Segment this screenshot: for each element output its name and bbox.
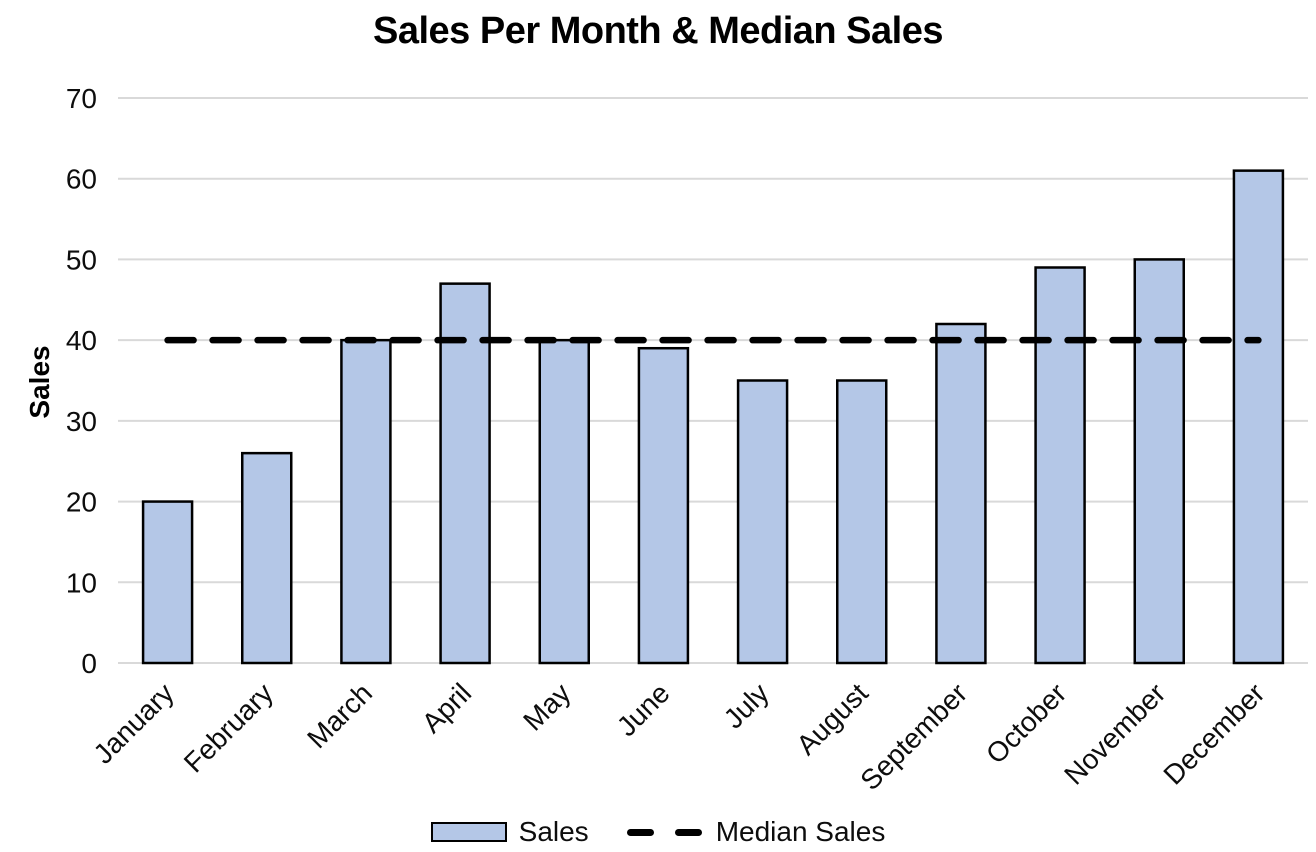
- legend-item-median-sales: Median Sales: [626, 816, 886, 848]
- x-tick-label-june: June: [611, 677, 676, 742]
- bar-december: [1232, 169, 1285, 665]
- median-dash: [674, 828, 702, 836]
- bar-july: [736, 379, 789, 665]
- x-tick-label-april: April: [416, 677, 478, 739]
- y-tick-label: 70: [66, 83, 97, 114]
- x-tick-label-january: January: [87, 677, 179, 769]
- median-dash-icon: [626, 828, 702, 836]
- chart-title: Sales Per Month & Median Sales: [373, 10, 943, 52]
- bar-august: [836, 379, 888, 665]
- y-tick-label: 40: [66, 325, 97, 356]
- y-tick-label: 20: [66, 487, 97, 518]
- x-tick-label-september: September: [854, 677, 973, 796]
- bar-june: [637, 346, 690, 665]
- bar-may: [538, 338, 590, 665]
- x-tick-label-december: December: [1157, 677, 1270, 790]
- legend: Sales Median Sales: [0, 816, 1316, 848]
- x-tick-label-november: November: [1058, 677, 1171, 790]
- x-tick-label-august: August: [790, 677, 874, 761]
- legend-label-sales: Sales: [518, 816, 589, 847]
- x-tick-label-february: February: [178, 677, 279, 778]
- sales-swatch-icon: [430, 822, 507, 842]
- x-tick-label-october: October: [980, 677, 1072, 769]
- x-tick-label-march: March: [301, 677, 378, 754]
- bar-october: [1034, 266, 1086, 665]
- y-tick-label: 0: [81, 648, 97, 679]
- bar-january: [141, 500, 194, 665]
- bar-september: [935, 322, 987, 665]
- y-tick-label: 50: [66, 244, 97, 275]
- bar-november: [1133, 258, 1185, 665]
- bar-march: [340, 338, 392, 665]
- y-tick-label: 30: [66, 406, 97, 437]
- x-tick-label-may: May: [517, 677, 576, 736]
- x-tick-label-july: July: [718, 677, 775, 734]
- y-tick-label: 10: [66, 567, 97, 598]
- y-tick-label: 60: [66, 164, 97, 195]
- median-dash: [626, 828, 654, 836]
- bar-april: [439, 282, 491, 665]
- bar-february: [241, 451, 293, 665]
- legend-label-median-sales: Median Sales: [715, 816, 886, 847]
- legend-item-sales: Sales: [430, 816, 589, 848]
